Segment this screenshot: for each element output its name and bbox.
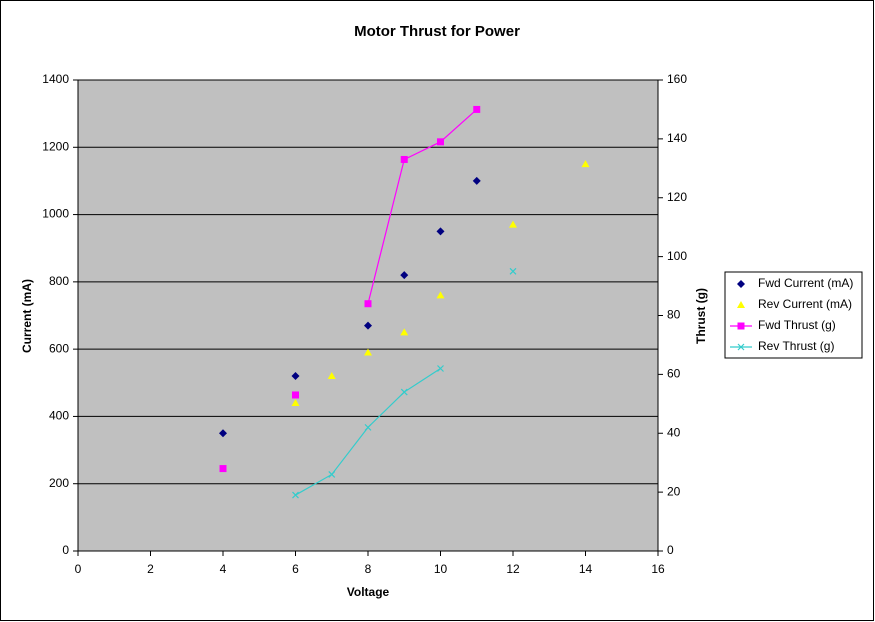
legend-symbol (737, 343, 745, 351)
point (437, 365, 444, 372)
x-tick-label: 8 (365, 562, 372, 576)
x-tick-label: 14 (579, 562, 593, 576)
legend-label: Fwd Current (mA) (758, 276, 853, 290)
point (581, 160, 590, 168)
point (400, 155, 408, 163)
y-tick-label: 1200 (42, 139, 69, 153)
x-tick-label: 12 (506, 562, 520, 576)
x-tick-label: 6 (292, 562, 299, 576)
legend-label: Rev Current (mA) (758, 297, 852, 311)
point (292, 391, 299, 399)
y-tick-label: 0 (62, 543, 69, 557)
point (472, 176, 481, 185)
x-axis-title: Voltage (347, 585, 390, 599)
y-tick-label: 600 (49, 341, 69, 355)
point (364, 348, 372, 356)
point (436, 227, 445, 236)
y2-tick-label: 60 (667, 367, 681, 381)
y-tick-label: 200 (49, 476, 69, 490)
y2-tick-label: 0 (667, 543, 674, 557)
y2-tick-label: 40 (667, 425, 681, 439)
y-tick-label: 1000 (42, 207, 69, 221)
x-tick-label: 4 (220, 562, 227, 576)
y-tick-label: 1400 (42, 72, 69, 86)
point (364, 300, 372, 308)
point (400, 388, 408, 396)
y2-tick-label: 80 (667, 308, 681, 322)
y-tick-label: 800 (49, 274, 69, 288)
y-tick-label: 400 (49, 409, 69, 423)
point (400, 328, 409, 336)
y2-axis-title: Thrust (g) (694, 288, 708, 344)
point (509, 220, 517, 228)
point (437, 138, 444, 146)
point (364, 321, 372, 330)
legend-label: Rev Thrust (g) (758, 339, 834, 353)
point (291, 398, 300, 406)
plot-area (78, 80, 658, 551)
legend-symbol (737, 322, 745, 330)
point (509, 267, 517, 275)
x-tick-label: 16 (651, 562, 665, 576)
y2-tick-label: 160 (667, 72, 687, 86)
x-tick-label: 10 (434, 562, 448, 576)
legend-label: Fwd Thrust (g) (758, 318, 836, 332)
legend-box (724, 271, 863, 359)
point (291, 372, 300, 381)
legend-symbol (737, 301, 745, 308)
series-line (367, 108, 478, 304)
y2-tick-label: 100 (667, 249, 687, 263)
x-tick-label: 0 (75, 562, 82, 576)
point (292, 491, 299, 499)
point (219, 465, 227, 473)
chart-title: Motor Thrust for Power (354, 23, 520, 40)
point (400, 271, 409, 280)
y2-tick-label: 140 (667, 131, 687, 145)
point (328, 471, 336, 478)
y2-tick-label: 120 (667, 190, 687, 204)
point (219, 429, 227, 438)
point (364, 423, 372, 431)
point (436, 291, 445, 299)
point (327, 372, 336, 380)
y2-tick-label: 20 (667, 484, 681, 498)
x-tick-label: 2 (147, 562, 154, 576)
y-axis-title: Current (mA) (20, 279, 34, 353)
legend-symbol (737, 280, 745, 288)
point (473, 105, 481, 113)
